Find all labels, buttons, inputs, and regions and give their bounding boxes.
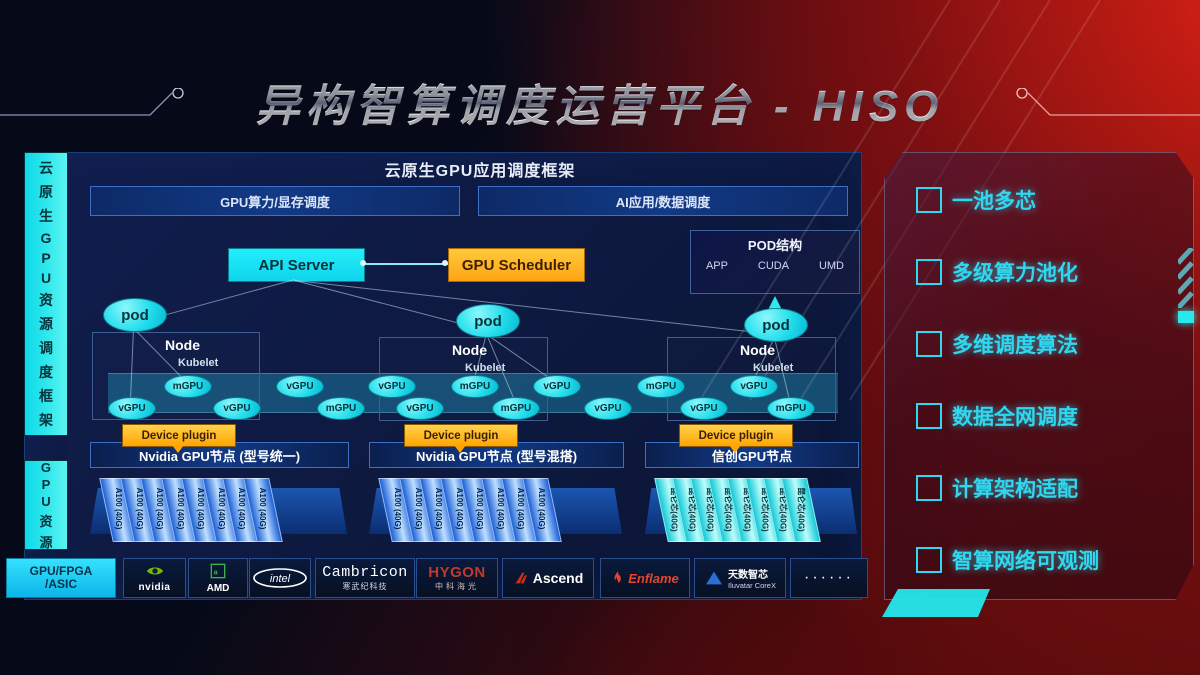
svg-text:intel: intel bbox=[270, 573, 291, 585]
svg-text:a: a bbox=[214, 567, 219, 576]
